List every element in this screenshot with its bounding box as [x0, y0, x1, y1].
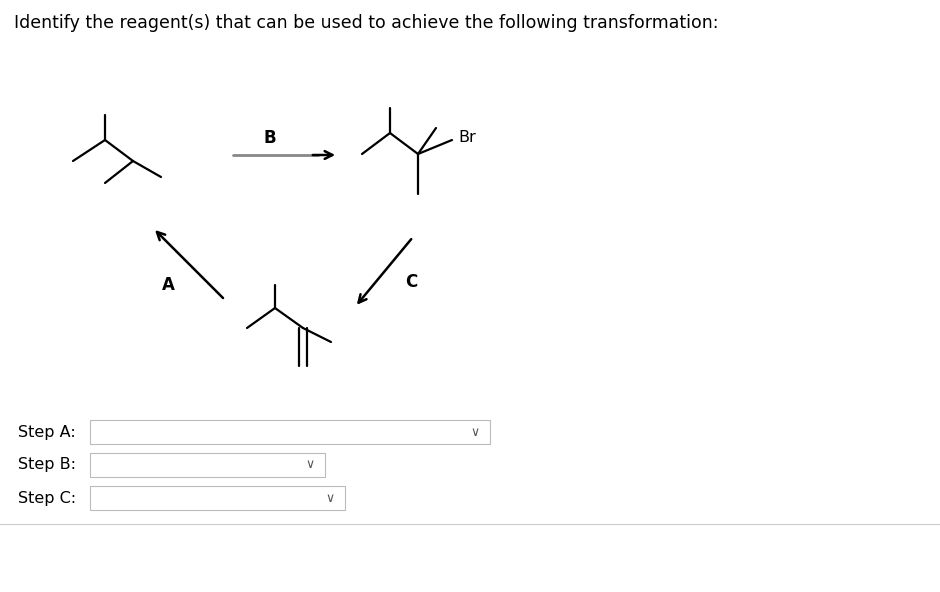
- Bar: [90, 453, 325, 477]
- Text: Step A:: Step A:: [18, 424, 76, 439]
- Text: B: B: [264, 129, 276, 147]
- Text: ∨: ∨: [306, 458, 315, 471]
- Text: ∨: ∨: [470, 426, 479, 439]
- Bar: [90, 420, 490, 444]
- Text: Step C:: Step C:: [18, 491, 76, 506]
- Text: C: C: [405, 273, 417, 291]
- Text: A: A: [162, 276, 175, 294]
- Bar: [90, 486, 345, 510]
- Text: Step B:: Step B:: [18, 458, 76, 472]
- Text: Br: Br: [458, 130, 476, 146]
- Text: Identify the reagent(s) that can be used to achieve the following transformation: Identify the reagent(s) that can be used…: [14, 14, 718, 32]
- Text: ∨: ∨: [325, 491, 335, 504]
